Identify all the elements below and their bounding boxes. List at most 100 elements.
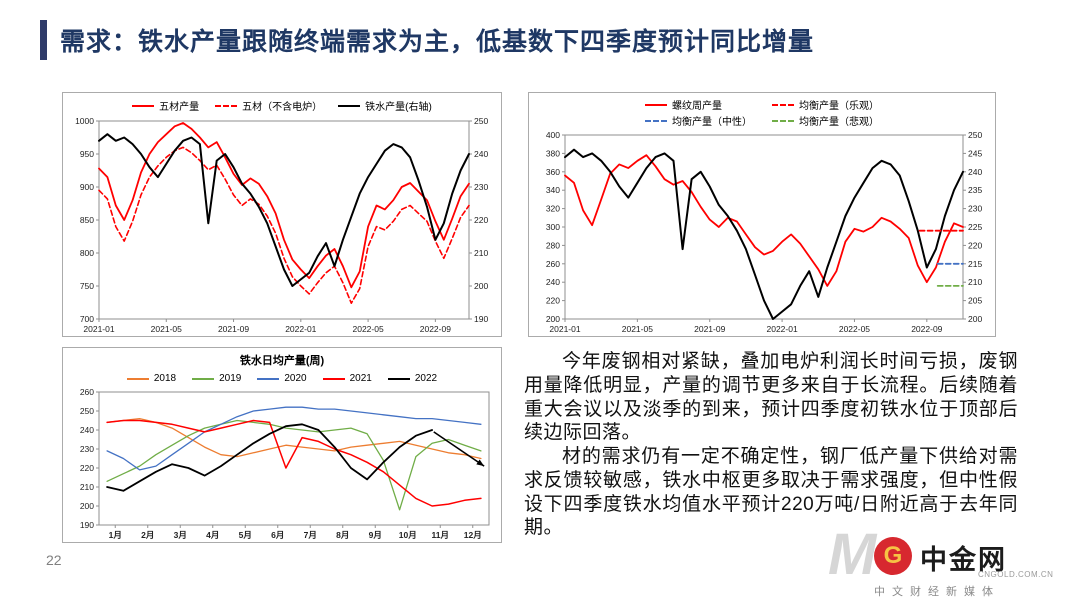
legend-item: 五材产量 xyxy=(132,98,199,113)
svg-text:240: 240 xyxy=(968,167,982,177)
svg-text:200: 200 xyxy=(546,314,560,324)
svg-text:2022-09: 2022-09 xyxy=(911,324,942,334)
chart-hot-metal-daily-output: 铁水日均产量(周) 2018 2019 2020 2021 2022 260 250 240… xyxy=(62,347,502,543)
chart3-legend: 2018 2019 2020 2021 2022 xyxy=(63,368,501,385)
chart-weekly-steel-output: 五材产量 五材（不含电炉） 铁水产量(右轴) 1000 950 900 850 800 750… xyxy=(62,92,502,337)
chart-plot: 1000 950 900 850 800 750 700 250 240 230 220 210 200… xyxy=(75,116,488,334)
svg-text:380: 380 xyxy=(546,148,560,158)
legend-label: 2021 xyxy=(349,373,372,384)
svg-text:230: 230 xyxy=(968,204,982,214)
legend-line-sample xyxy=(645,103,667,106)
svg-text:900: 900 xyxy=(80,182,94,192)
svg-text:280: 280 xyxy=(546,240,560,250)
legend-label: 2018 xyxy=(153,373,177,384)
svg-text:245: 245 xyxy=(968,148,982,158)
svg-text:210: 210 xyxy=(474,248,488,258)
svg-text:10月: 10月 xyxy=(399,530,417,540)
cngold-logo-icon: G xyxy=(874,537,912,575)
svg-text:220: 220 xyxy=(546,296,560,306)
svg-text:2月: 2月 xyxy=(141,530,154,540)
svg-text:1000: 1000 xyxy=(75,116,94,126)
legend-line-sample xyxy=(387,377,410,380)
legend-line-sample xyxy=(257,377,280,380)
svg-text:2022-01: 2022-01 xyxy=(285,324,316,334)
legend-item: 2021 xyxy=(322,373,372,384)
legend-item: 均衡产量（中性） xyxy=(645,113,752,128)
chart-plot: 400 380 360 340 320 300 280 260 240 220 200 250 245 2… xyxy=(546,130,983,334)
svg-text:8月: 8月 xyxy=(336,530,349,540)
legend-label: 均衡产量（中性） xyxy=(672,117,752,128)
svg-text:950: 950 xyxy=(80,149,94,159)
commentary-paragraph-1: 今年废钢相对紧缺，叠加电炉利润长时间亏损，废钢用量降低明显，产量的调节更多来自于… xyxy=(524,351,1018,444)
legend-label: 2022 xyxy=(414,373,438,384)
svg-text:260: 260 xyxy=(546,259,560,269)
svg-text:800: 800 xyxy=(80,248,94,258)
logo-g-glyph: G xyxy=(883,542,903,569)
chart1-legend: 五材产量 五材（不含电炉） 铁水产量(右轴) xyxy=(63,93,501,114)
chart-plot: 260 250 240 230 220 210 200 190 1月 2月 3月 4月 5月 6月 7月 8月… xyxy=(80,387,490,540)
legend-label: 螺纹周产量 xyxy=(672,101,722,112)
svg-text:210: 210 xyxy=(968,277,982,287)
legend-item: 2020 xyxy=(257,373,307,384)
legend-item: 均衡产量（悲观） xyxy=(772,113,879,128)
svg-text:250: 250 xyxy=(968,130,982,140)
title-row: 需求：铁水产量跟随终端需求为主，低基数下四季度预计同比增量 xyxy=(40,20,814,60)
svg-text:850: 850 xyxy=(80,215,94,225)
svg-text:12月: 12月 xyxy=(464,530,482,540)
svg-text:190: 190 xyxy=(80,520,94,530)
svg-text:360: 360 xyxy=(546,167,560,177)
svg-text:210: 210 xyxy=(80,482,94,492)
svg-text:320: 320 xyxy=(546,204,560,214)
page-number: 22 xyxy=(46,552,62,568)
chart2-legend: 螺纹周产量 均衡产量（乐观） 均衡产量（中性） 均衡产量（悲观） xyxy=(529,93,995,128)
legend-line-sample xyxy=(772,103,794,106)
legend-item: 五材（不含电炉） xyxy=(215,98,322,113)
svg-text:235: 235 xyxy=(968,185,982,195)
legend-line-sample xyxy=(126,377,149,380)
svg-text:205: 205 xyxy=(968,296,982,306)
svg-text:240: 240 xyxy=(474,149,488,159)
svg-text:220: 220 xyxy=(474,215,488,225)
legend-label: 2019 xyxy=(219,373,242,384)
svg-text:5月: 5月 xyxy=(239,530,252,540)
legend-item: 均衡产量（乐观） xyxy=(772,97,879,112)
legend-line-sample xyxy=(772,119,794,122)
commentary-paragraph-2: 材的需求仍有一定不确定性，钢厂低产量下供给对需求反馈较敏感，铁水中枢更多取决于需… xyxy=(524,446,1018,539)
commentary-text: 今年废钢相对紧缺，叠加电炉利润长时间亏损，废钢用量降低明显，产量的调节更多来自于… xyxy=(524,350,1018,540)
svg-text:230: 230 xyxy=(80,444,94,454)
svg-text:2021-01: 2021-01 xyxy=(549,324,580,334)
logo-watermark: M xyxy=(828,522,877,587)
legend-line-sample xyxy=(215,104,238,107)
svg-text:2021-09: 2021-09 xyxy=(694,324,725,334)
svg-text:220: 220 xyxy=(80,463,94,473)
legend-label: 五材产量 xyxy=(159,102,200,113)
svg-text:220: 220 xyxy=(968,240,982,250)
logo-name: 中金网 xyxy=(920,545,1007,575)
svg-text:9月: 9月 xyxy=(369,530,382,540)
legend-line-sample xyxy=(338,104,361,107)
svg-text:2022-01: 2022-01 xyxy=(766,324,797,334)
svg-text:6月: 6月 xyxy=(271,530,284,540)
legend-item: 2022 xyxy=(387,373,438,384)
svg-text:260: 260 xyxy=(80,387,94,397)
svg-text:3月: 3月 xyxy=(174,530,187,540)
svg-text:250: 250 xyxy=(474,116,488,126)
svg-text:340: 340 xyxy=(546,185,560,195)
svg-text:200: 200 xyxy=(80,501,94,511)
svg-text:7月: 7月 xyxy=(304,530,317,540)
legend-line-sample xyxy=(132,104,155,107)
legend-label: 五材（不含电炉） xyxy=(242,102,323,113)
svg-text:190: 190 xyxy=(474,314,488,324)
svg-text:215: 215 xyxy=(968,259,982,269)
legend-item: 螺纹周产量 xyxy=(645,97,752,112)
chart1-canvas: 1000 950 900 850 800 750 700 250 240 230 220 210 200… xyxy=(63,114,501,336)
svg-text:250: 250 xyxy=(80,406,94,416)
chart3-canvas: 260 250 240 230 220 210 200 190 1月 2月 3月 4月 5月 6月 7月 8月… xyxy=(63,385,501,542)
svg-text:300: 300 xyxy=(546,222,560,232)
title-accent-bar xyxy=(40,20,47,60)
legend-label: 均衡产量（悲观） xyxy=(799,117,879,128)
legend-line-sample xyxy=(645,119,667,122)
svg-text:240: 240 xyxy=(80,425,94,435)
svg-text:200: 200 xyxy=(474,281,488,291)
svg-text:225: 225 xyxy=(968,222,982,232)
